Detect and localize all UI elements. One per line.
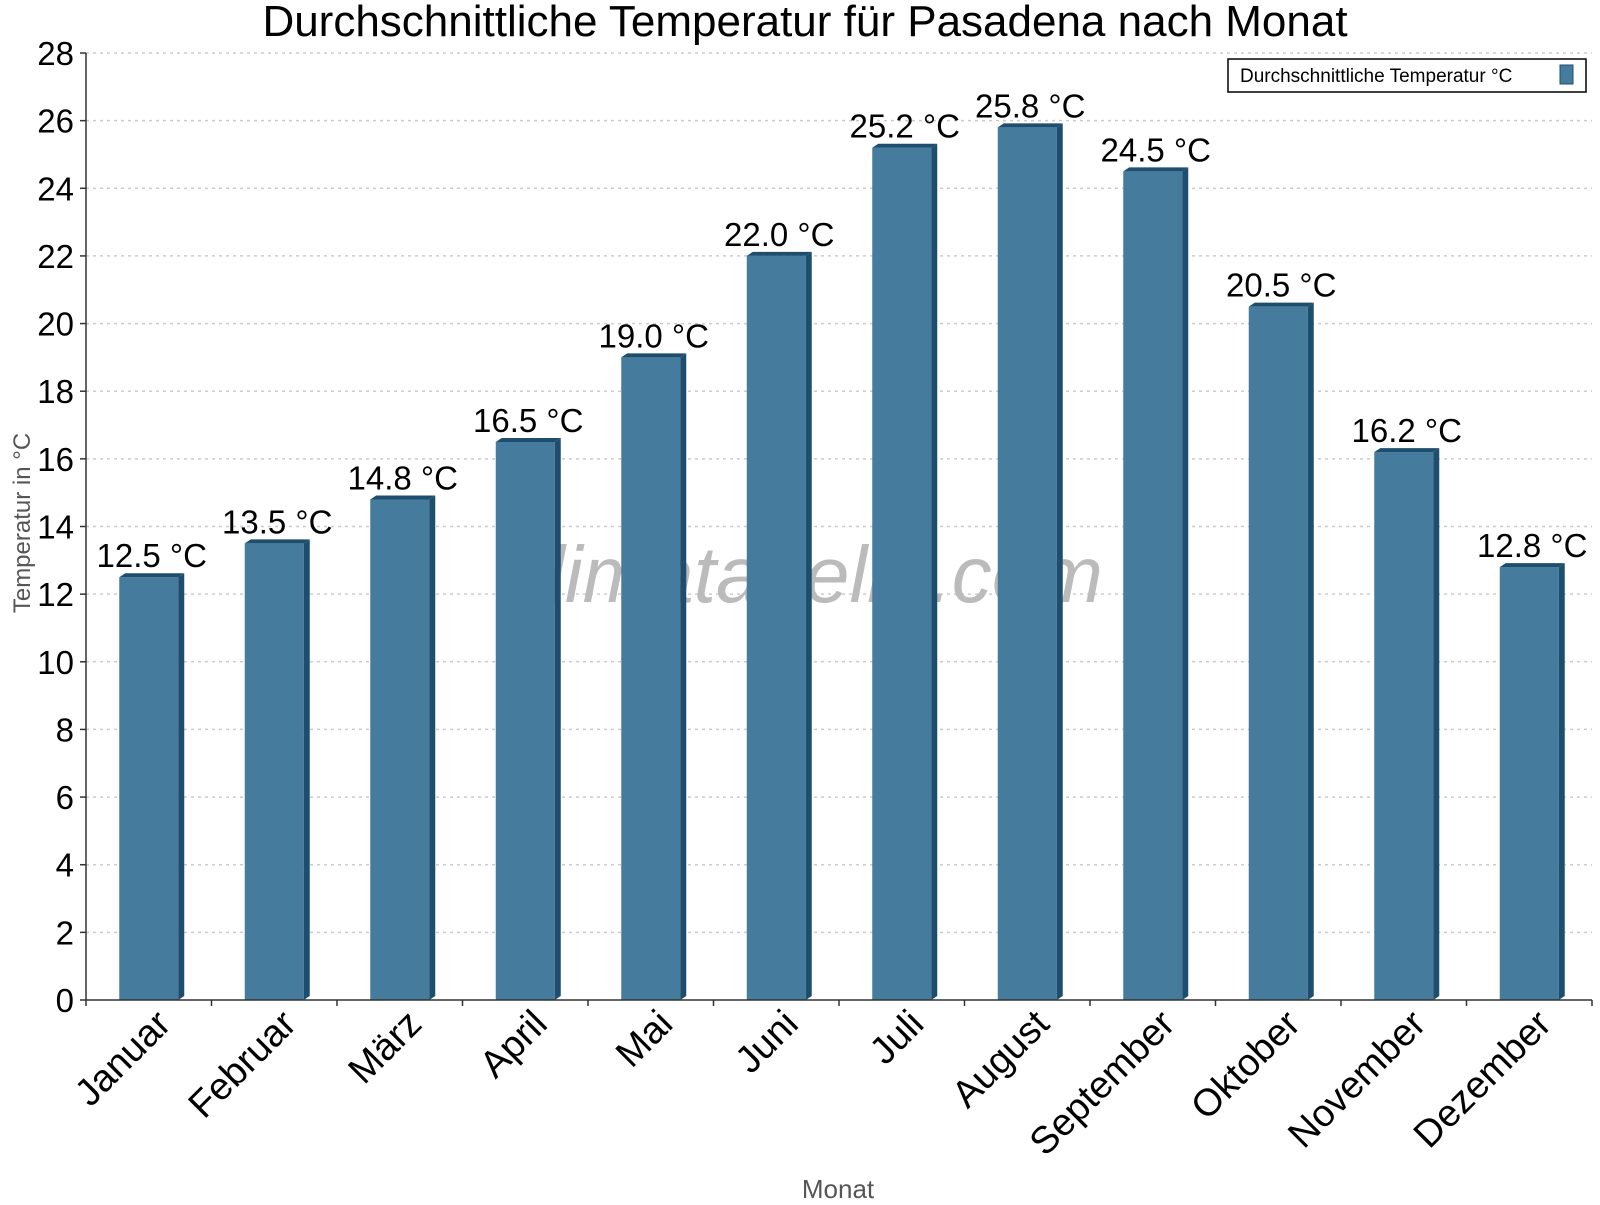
- bar: [621, 357, 681, 1001]
- bar-side: [931, 143, 938, 1000]
- bar-top: [1123, 167, 1189, 172]
- bar: [746, 255, 806, 1000]
- data-label: 22.0 °C: [724, 216, 834, 253]
- bar: [370, 499, 430, 1000]
- data-label: 12.8 °C: [1477, 527, 1587, 564]
- bar-side: [1182, 167, 1189, 1000]
- bar: [244, 543, 304, 1000]
- bar-top: [244, 539, 310, 544]
- y-tick-label: 18: [37, 373, 74, 410]
- y-tick-label: 0: [56, 982, 74, 1019]
- bar-top: [1374, 448, 1440, 453]
- y-tick-label: 16: [37, 441, 74, 478]
- y-tick-label: 28: [37, 35, 74, 72]
- data-label: 13.5 °C: [222, 503, 332, 540]
- y-tick-label: 20: [37, 306, 74, 343]
- bar: [495, 441, 555, 1001]
- legend-box: [1227, 58, 1587, 93]
- x-tick-label: Mai: [608, 1003, 681, 1076]
- data-label: 16.5 °C: [473, 402, 583, 439]
- data-label: 25.2 °C: [850, 108, 960, 145]
- y-tick-label: 2: [56, 914, 74, 951]
- x-tick-label: April: [472, 1003, 555, 1086]
- y-tick-label: 14: [37, 509, 74, 546]
- chart-title: Durchschnittliche Temperatur für Pasaden…: [262, 0, 1347, 46]
- bar: [997, 127, 1057, 1000]
- y-tick-label: 24: [37, 170, 74, 207]
- x-tick-label: März: [341, 1003, 430, 1092]
- x-tick-label: Dezember: [1406, 1002, 1560, 1156]
- y-tick-label: 22: [37, 238, 74, 275]
- bar-top: [495, 437, 561, 442]
- x-tick-label: Juni: [728, 1003, 807, 1082]
- y-tick-label: 10: [37, 644, 74, 681]
- bar-top: [621, 353, 687, 358]
- bar-top: [746, 251, 812, 256]
- bar: [1374, 452, 1434, 1000]
- data-label: 20.5 °C: [1226, 267, 1336, 304]
- data-labels: 12.5 °C 13.5 °C 14.8 °C 16.5 °C 19.0 °C 22.0 …: [97, 87, 1588, 574]
- y-tick-label: 4: [56, 847, 74, 884]
- data-label: 12.5 °C: [97, 537, 207, 574]
- bar-top: [119, 573, 185, 578]
- data-label: 25.8 °C: [975, 87, 1085, 124]
- bar: [1499, 567, 1559, 1000]
- bar-side: [303, 539, 310, 1000]
- bar-top: [872, 143, 938, 148]
- legend-label: Durchschnittliche Temperatur °C: [1240, 66, 1512, 87]
- x-tick-label: Oktober: [1183, 1002, 1309, 1128]
- data-label: 19.0 °C: [599, 317, 709, 354]
- bar: [1123, 171, 1183, 1000]
- bar-side: [554, 437, 561, 1001]
- x-tick-label: Juli: [862, 1003, 932, 1073]
- bar-top: [370, 495, 436, 500]
- data-label: 16.2 °C: [1352, 412, 1462, 449]
- x-tick-label: Januar: [67, 1002, 179, 1114]
- legend-swatch: [1559, 64, 1574, 85]
- bar-side: [1307, 302, 1314, 1000]
- bar-side: [1056, 123, 1063, 1000]
- y-tick-label: 26: [37, 103, 74, 140]
- bar-top: [1248, 302, 1314, 307]
- bar-side: [178, 573, 185, 1000]
- bar: [872, 147, 932, 1000]
- x-tick-label: Februar: [181, 1002, 305, 1126]
- grid-lines: [86, 52, 1592, 934]
- y-tick-label: 8: [56, 711, 74, 748]
- y-tick-label: 12: [37, 576, 74, 613]
- bar: [119, 577, 179, 1000]
- bar: [1248, 306, 1308, 1000]
- x-tick-label: August: [944, 1002, 1058, 1116]
- bars: [119, 123, 1565, 1001]
- y-tick-label: 6: [56, 779, 74, 816]
- legend: Durchschnittliche Temperatur °C: [1227, 58, 1587, 93]
- x-tick-labels: Januar Februar März April Mai Juni Juli AugustS…: [67, 1000, 1593, 1164]
- x-axis-title: Monat: [802, 1174, 875, 1200]
- data-label: 24.5 °C: [1101, 131, 1211, 168]
- data-label: 14.8 °C: [348, 459, 458, 496]
- bar-side: [680, 353, 687, 1001]
- y-axis-title: Temperatur in °C: [9, 433, 36, 613]
- bar-side: [429, 495, 436, 1000]
- bar-side: [1558, 563, 1565, 1000]
- bar-top: [997, 123, 1063, 128]
- bar-side: [805, 251, 812, 1000]
- bar-side: [1433, 448, 1440, 1000]
- bar-top: [1499, 563, 1565, 568]
